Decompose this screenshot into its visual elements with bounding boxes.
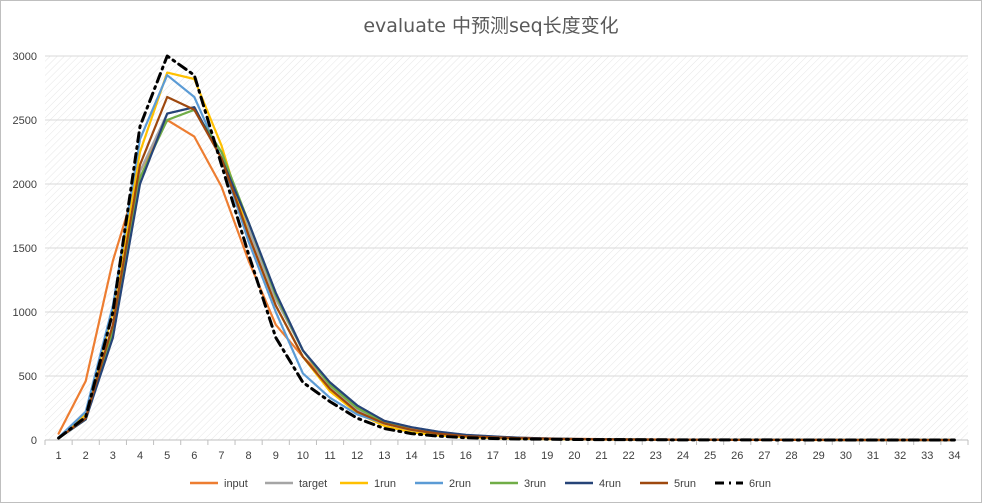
x-tick-label: 12 xyxy=(351,450,363,462)
x-tick-label: 16 xyxy=(460,450,472,462)
y-tick-label: 2000 xyxy=(13,179,37,191)
x-tick-label: 7 xyxy=(218,450,224,462)
series-layer xyxy=(57,54,956,442)
x-tick-label: 31 xyxy=(867,450,879,462)
x-tick-label: 9 xyxy=(273,450,279,462)
x-tick-label: 24 xyxy=(677,450,689,462)
x-axis-ticks: 1 2 3 4 5 6 7 8 9 10 11 12 13 14 15 16 17 18 19 20 21 22 23 24 2… xyxy=(56,450,961,462)
x-tick-label: 21 xyxy=(595,450,607,462)
legend-item-target: target xyxy=(265,478,327,490)
x-tick-label: 25 xyxy=(704,450,716,462)
x-tick-label: 28 xyxy=(785,450,797,462)
y-tick-label: 500 xyxy=(19,371,37,383)
x-tick-label: 29 xyxy=(813,450,825,462)
legend-item-4run: 4run xyxy=(565,478,621,490)
x-tick-label: 20 xyxy=(568,450,580,462)
x-tick-label: 11 xyxy=(324,450,335,462)
y-axis-ticks: 0 500 1000 1500 2000 2500 3000 xyxy=(13,51,37,447)
legend-item-5run: 5run xyxy=(640,478,696,490)
x-tick-label: 10 xyxy=(297,450,309,462)
x-tick-label: 19 xyxy=(541,450,553,462)
legend: input target 1run 2run 3run 4run 5run 6run xyxy=(190,478,771,490)
x-tick-label: 2 xyxy=(83,450,89,462)
y-tick-label: 1500 xyxy=(13,243,37,255)
x-tick-label: 5 xyxy=(164,450,170,462)
legend-item-input: input xyxy=(190,478,248,490)
y-tick-label: 1000 xyxy=(13,307,37,319)
x-tick-label: 26 xyxy=(731,450,743,462)
x-tick-label: 8 xyxy=(246,450,252,462)
y-tick-label: 3000 xyxy=(13,51,37,63)
legend-label: 4run xyxy=(599,478,621,490)
y-tick-label: 0 xyxy=(31,435,37,447)
legend-item-2run: 2run xyxy=(415,478,471,490)
legend-item-3run: 3run xyxy=(490,478,546,490)
x-tick-label: 22 xyxy=(623,450,635,462)
chart-title: evaluate 中预测seq长度变化 xyxy=(363,15,618,37)
legend-label: input xyxy=(224,478,248,490)
legend-label: target xyxy=(299,478,327,490)
legend-item-6run: 6run xyxy=(715,478,771,490)
x-tick-label: 23 xyxy=(650,450,662,462)
legend-label: 3run xyxy=(524,478,546,490)
legend-label: 5run xyxy=(674,478,696,490)
x-tick-label: 34 xyxy=(948,450,960,462)
legend-label: 6run xyxy=(749,478,771,490)
x-tick-label: 15 xyxy=(433,450,445,462)
x-tick-label: 17 xyxy=(487,450,499,462)
x-tick-label: 6 xyxy=(191,450,197,462)
legend-label: 2run xyxy=(449,478,471,490)
legend-item-1run: 1run xyxy=(340,478,396,490)
x-tick-label: 30 xyxy=(840,450,852,462)
x-tick-label: 32 xyxy=(894,450,906,462)
x-tick-label: 13 xyxy=(378,450,390,462)
gridlines xyxy=(45,55,968,377)
x-tick-label: 14 xyxy=(405,450,417,462)
x-tick-label: 1 xyxy=(56,450,62,462)
y-tick-label: 2500 xyxy=(13,115,37,127)
x-tick-label: 18 xyxy=(514,450,526,462)
x-tick-label: 33 xyxy=(921,450,933,462)
x-tick-label: 3 xyxy=(110,450,116,462)
series-line-6run xyxy=(57,54,956,442)
x-tick-label: 4 xyxy=(137,450,143,462)
x-tick-label: 27 xyxy=(758,450,770,462)
legend-label: 1run xyxy=(374,478,396,490)
